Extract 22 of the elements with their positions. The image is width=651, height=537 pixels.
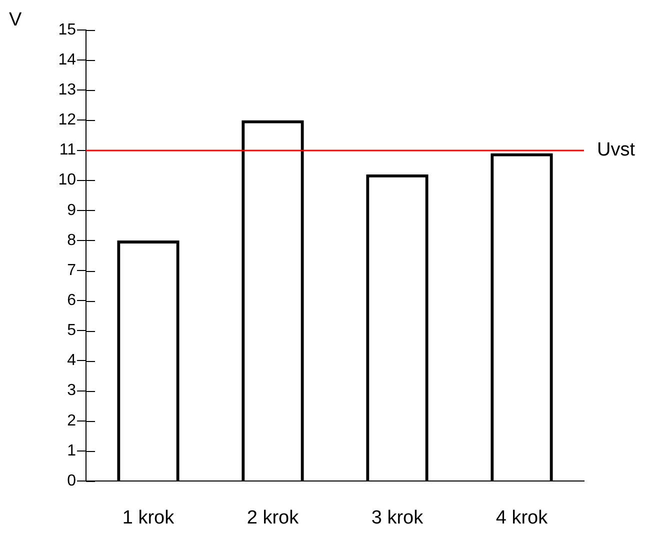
y-tick-label: 5 — [67, 322, 76, 340]
x-tick-label: 2 krok — [246, 508, 300, 529]
ref-line-label: Uvst — [597, 140, 636, 161]
y-tick-label: 7 — [67, 262, 76, 279]
y-tick-label: 4 — [67, 352, 76, 370]
y-tick-label: 3 — [67, 382, 76, 400]
y-tick-label: 9 — [67, 202, 76, 219]
y-tick-label: 1 — [67, 442, 76, 460]
y-tick-label: 10 — [58, 172, 76, 189]
y-tick-label: 11 — [59, 142, 76, 159]
y-tick-label: 8 — [67, 232, 76, 249]
x-tick-label: 4 krok — [496, 508, 548, 529]
y-tick-label: 2 — [67, 412, 76, 430]
y-tick-label: 13 — [58, 82, 76, 99]
y-tick-label: 6 — [67, 292, 76, 310]
x-tick-label: 1 krok — [122, 508, 175, 529]
y-tick-label: 14 — [58, 51, 76, 68]
y-tick-label: 12 — [58, 112, 76, 129]
y-tick-label: 0 — [67, 472, 76, 490]
y-axis-title: V — [9, 10, 22, 31]
x-tick-label: 3 krok — [371, 508, 424, 529]
y-tick-label: 15 — [58, 21, 76, 38]
